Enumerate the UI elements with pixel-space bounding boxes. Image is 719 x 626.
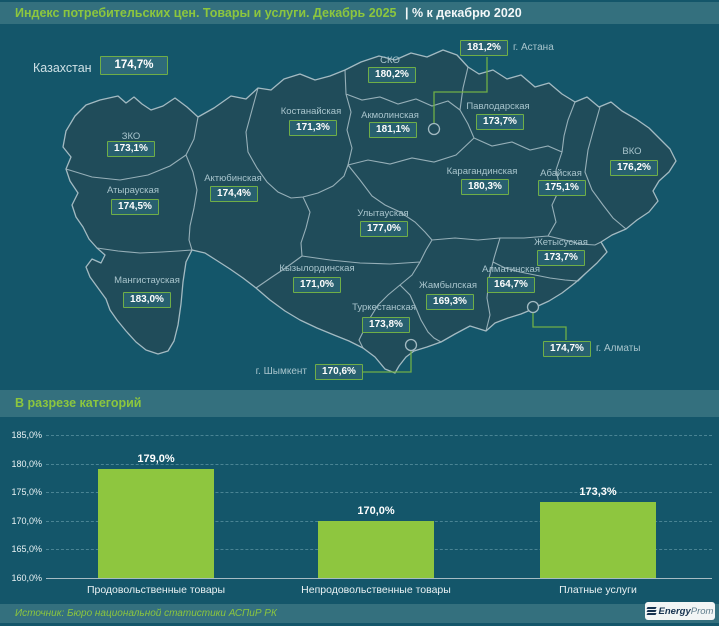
region-label-kostanay: Костанайская [280, 106, 342, 117]
region-value-zhambyl: 169,3% [426, 294, 474, 310]
y-axis-tick-label: 165,0% [11, 544, 42, 555]
region-value-kostanay: 171,3% [289, 120, 337, 136]
region-label-pavlodar: Павлодарская [466, 101, 530, 112]
shymkent-callout-line [363, 351, 412, 373]
chart-bar [318, 520, 434, 578]
region-value-mangystau: 183,0% [123, 292, 171, 308]
y-axis-tick-label: 175,0% [11, 487, 42, 498]
bar-value-label: 173,3% [579, 485, 617, 498]
bar-category-label: Непродовольственные товары [301, 584, 451, 596]
region-label-abay: Абайская [540, 168, 582, 179]
region-value-ulytau: 177,0% [360, 221, 408, 237]
y-axis-tick-label: 170,0% [11, 515, 42, 526]
region-value-pavlodar: 173,7% [476, 114, 524, 130]
region-value-turkestan: 173,8% [362, 317, 410, 333]
logo-text-light: Prom [690, 605, 714, 617]
region-label-almaty-region: Алматинская [482, 264, 540, 275]
logo-text-bold: Energy [658, 605, 691, 617]
country-label: Казахстан [33, 61, 92, 75]
y-axis-tick-label: 160,0% [11, 573, 42, 583]
bar-category-label: Продовольственные товары [86, 584, 226, 596]
y-axis-tick-label: 185,0% [11, 430, 42, 440]
region-label-akmola: Акмолинская [361, 110, 419, 121]
region-label-zko: ЗКО [121, 131, 141, 142]
energyprom-icon [645, 606, 657, 617]
city-label-astana: г. Астана [513, 42, 554, 53]
section-title-bar: В разрезе категорий [0, 390, 719, 417]
chart-bar [540, 501, 656, 578]
energyprom-logo: Energy Prom [645, 602, 715, 620]
region-label-atyrau: Атырауская [107, 185, 159, 196]
y-gridline [46, 492, 712, 494]
region-value-zhetysu: 173,7% [537, 250, 585, 266]
x-axis-line [46, 578, 712, 579]
almaty-city-marker [526, 300, 540, 314]
bar-chart: 185,0% 180,0% 175,0% 170,0% 165,0% 160,0% 179,… [0, 418, 719, 604]
region-value-karaganda: 180,3% [461, 179, 509, 195]
region-value-sko: 180,2% [368, 67, 416, 83]
region-value-almaty-region: 164,7% [487, 277, 535, 293]
country-value: 174,7% [100, 56, 168, 75]
bar-value-label: 170,0% [357, 504, 395, 517]
city-value-almaty: 174,7% [543, 341, 591, 357]
region-label-mangystau: Мангистауская [114, 275, 180, 286]
region-value-abay: 175,1% [538, 180, 586, 196]
region-label-kyzylorda: Кызылординская [279, 263, 355, 274]
region-label-ulytau: Улытауская [357, 208, 409, 219]
section-title: В разрезе категорий [15, 396, 142, 410]
region-label-turkestan: Туркестанская [352, 302, 416, 313]
city-label-shymkent: г. Шымкент [255, 366, 307, 377]
y-gridline [46, 463, 712, 465]
footer-bar: Источник: Бюро национальной статистики А… [0, 604, 719, 623]
city-value-shymkent: 170,6% [315, 364, 363, 380]
chart-bar [98, 469, 214, 578]
region-label-vko: ВКО [622, 146, 642, 157]
region-label-karaganda: Карагандинская [446, 166, 518, 177]
almaty-callout-line [532, 313, 567, 340]
region-value-vko: 176,2% [610, 160, 658, 176]
region-value-atyrau: 174,5% [111, 199, 159, 215]
city-value-astana: 181,2% [460, 40, 508, 56]
source-note: Источник: Бюро национальной статистики А… [15, 608, 277, 619]
city-label-almaty: г. Алматы [596, 343, 641, 354]
region-label-aktobe: Актюбинская [204, 173, 262, 184]
bar-value-label: 179,0% [137, 453, 175, 466]
region-value-aktobe: 174,4% [210, 186, 258, 202]
bar-category-label: Платные услуги [559, 584, 637, 596]
region-label-zhetysu: Жетысуская [534, 237, 588, 248]
region-value-akmola: 181,1% [369, 122, 417, 138]
y-gridline [46, 435, 712, 436]
shymkent-city-marker [404, 338, 418, 352]
region-value-kyzylorda: 171,0% [293, 277, 341, 293]
region-value-zko: 173,1% [107, 141, 155, 157]
y-axis-tick-label: 180,0% [11, 458, 42, 469]
page-subtitle: | % к декабрю 2020 [405, 6, 522, 20]
page-title: Индекс потребительских цен. Товары и усл… [15, 6, 397, 20]
region-label-sko: СКО [380, 55, 400, 66]
astana-city-marker [427, 122, 441, 136]
header-bar: Индекс потребительских цен. Товары и усл… [0, 2, 719, 24]
region-borders [65, 66, 627, 349]
region-label-zhambyl: Жамбылская [419, 280, 477, 291]
astana-callout-line [433, 57, 488, 123]
